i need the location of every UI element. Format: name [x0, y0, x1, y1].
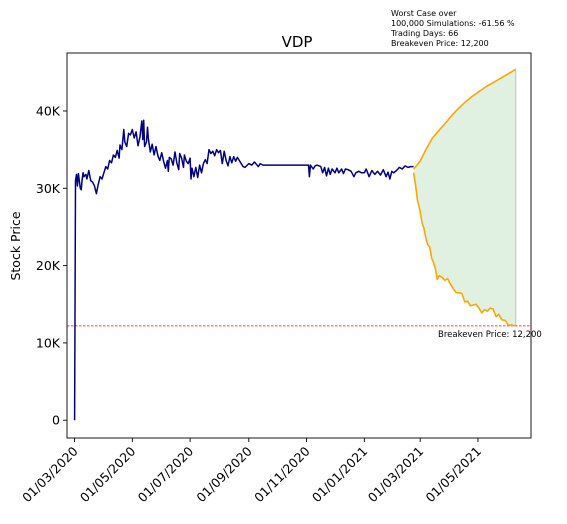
- note-line-1: Worst Case over: [391, 9, 457, 18]
- x-tick-label: 01/09/2020: [193, 443, 255, 505]
- x-tick-label: 01/05/2021: [423, 444, 485, 506]
- y-tick-label: 30K: [36, 181, 61, 196]
- chart-title: VDP: [282, 33, 313, 51]
- x-tick-label: 01/05/2020: [77, 443, 139, 505]
- note-line-2: 100,000 Simulations: -61.56 %: [391, 19, 515, 28]
- y-tick-label: 10K: [36, 335, 61, 350]
- note-line-4: Breakeven Price: 12,200: [391, 39, 489, 48]
- y-tick-label: 40K: [36, 103, 61, 118]
- note-line-3: Trading Days: 66: [391, 29, 459, 38]
- simulation-lower-line: [412, 172, 516, 327]
- y-axis-label: Stock Price: [8, 211, 23, 280]
- x-tick-label: 01/03/2020: [19, 443, 81, 505]
- y-tick-label: 20K: [36, 258, 61, 273]
- history-series-line: [73, 119, 414, 421]
- x-tick-label: 01/01/2021: [309, 444, 371, 506]
- x-tick-label: 01/03/2021: [365, 444, 427, 506]
- breakeven-label: Breakeven Price: 12,200: [438, 330, 542, 340]
- simulation-band: [413, 69, 516, 326]
- plot-frame: [66, 52, 532, 439]
- simulation-upper-line: [412, 68, 517, 170]
- x-tick-label: 01/07/2020: [135, 443, 197, 505]
- simulation-summary-note: Worst Case over 100,000 Simulations: -61…: [391, 9, 515, 49]
- x-tick-label: 01/11/2020: [251, 443, 313, 505]
- y-tick-label: 0: [52, 413, 60, 428]
